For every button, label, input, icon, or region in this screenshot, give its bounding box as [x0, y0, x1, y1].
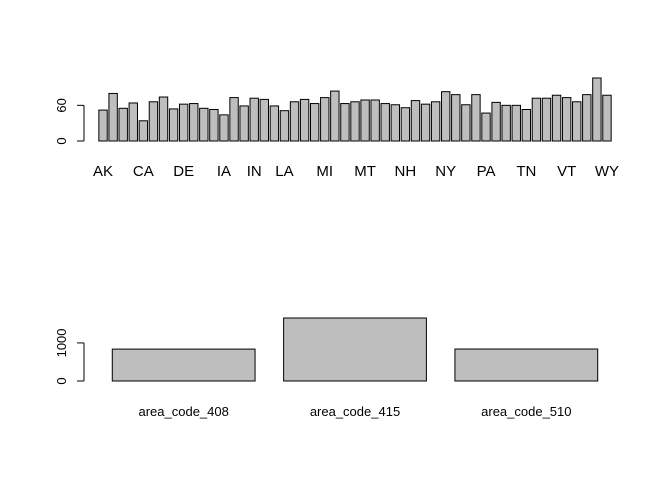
bar-WV: [592, 77, 602, 142]
bar-area_code_408: [111, 348, 256, 382]
bar-NE: [390, 104, 401, 142]
bar-OR: [471, 94, 481, 142]
bar-area_code_415: [283, 317, 427, 382]
area-code-bar-chart: 0 1000 area_code_408 area_code_415 area_code…: [54, 317, 599, 419]
y-tick-label: 0: [54, 137, 69, 144]
bar-VA: [551, 94, 562, 142]
bar-TN: [521, 109, 532, 142]
bar-KY: [269, 105, 280, 142]
bar-MI: [320, 97, 330, 142]
x-category-label: CA: [133, 163, 154, 180]
bar-OK: [461, 104, 471, 142]
bar-MS: [350, 101, 360, 142]
bar-area_code_510: [454, 348, 599, 382]
bar-NH: [400, 107, 411, 142]
x-category-label: area_code_408: [138, 404, 228, 419]
bar-AL: [108, 92, 118, 142]
bar-NC: [370, 99, 380, 142]
bar-NV: [430, 101, 441, 142]
bar-NY: [441, 91, 451, 142]
x-category-label: MT: [354, 163, 376, 180]
bar-AK: [98, 109, 108, 142]
states-bar-chart: 0 60 AK CA DE IA IN LA MI MT NH NY PA TN VT WY: [54, 77, 619, 180]
bar-MT: [360, 99, 370, 142]
bar-DC: [168, 108, 179, 142]
x-category-label: NH: [395, 163, 417, 180]
x-category-label: LA: [275, 163, 293, 180]
bar-IN: [249, 97, 259, 142]
bar-WY: [602, 94, 612, 142]
bar-KS: [259, 98, 269, 142]
y-tick-label: 0: [54, 377, 69, 384]
x-category-label: DE: [173, 163, 194, 180]
bar-UT: [541, 97, 552, 142]
bar-CT: [158, 96, 169, 142]
bar-SC: [501, 104, 511, 142]
bar-MA: [289, 101, 300, 142]
bar-ND: [380, 103, 390, 142]
bar-WI: [582, 94, 592, 142]
bar-HI: [209, 109, 219, 142]
x-category-label: MI: [316, 163, 333, 180]
y-tick-label: 60: [54, 98, 69, 112]
bar-IL: [239, 105, 249, 142]
bar-MD: [299, 98, 310, 142]
bar-MO: [340, 103, 350, 142]
bar-RI: [491, 101, 501, 142]
bar-ME: [309, 103, 320, 142]
x-category-label: TN: [516, 163, 536, 180]
x-category-label: PA: [477, 163, 496, 180]
bar-NJ: [410, 100, 421, 142]
y-tick-label: 1000: [54, 328, 69, 357]
x-category-label: AK: [93, 163, 113, 180]
bar-PA: [481, 112, 491, 142]
bar-MN: [330, 90, 340, 142]
bar-SD: [511, 104, 521, 142]
bar-AR: [118, 107, 128, 142]
bar-GA: [199, 107, 209, 142]
bar-TX: [531, 97, 542, 142]
bar-VT: [561, 97, 572, 142]
x-category-label: area_code_415: [310, 404, 400, 419]
x-category-label: WY: [595, 163, 619, 180]
bar-CO: [148, 101, 159, 142]
bar-AZ: [128, 102, 138, 142]
bar-IA: [219, 114, 229, 142]
x-category-label: area_code_510: [481, 404, 571, 419]
bar-DE: [178, 103, 189, 142]
bar-LA: [279, 110, 290, 142]
x-category-label: NY: [435, 163, 456, 180]
bar-WA: [572, 101, 582, 142]
x-category-label: IA: [217, 163, 231, 180]
bar-NM: [420, 103, 431, 142]
x-category-label: IN: [247, 163, 262, 180]
bar-OH: [451, 94, 461, 142]
x-category-label: VT: [557, 163, 576, 180]
bar-ID: [229, 97, 239, 142]
bar-CA: [138, 120, 149, 142]
bar-FL: [189, 103, 199, 142]
